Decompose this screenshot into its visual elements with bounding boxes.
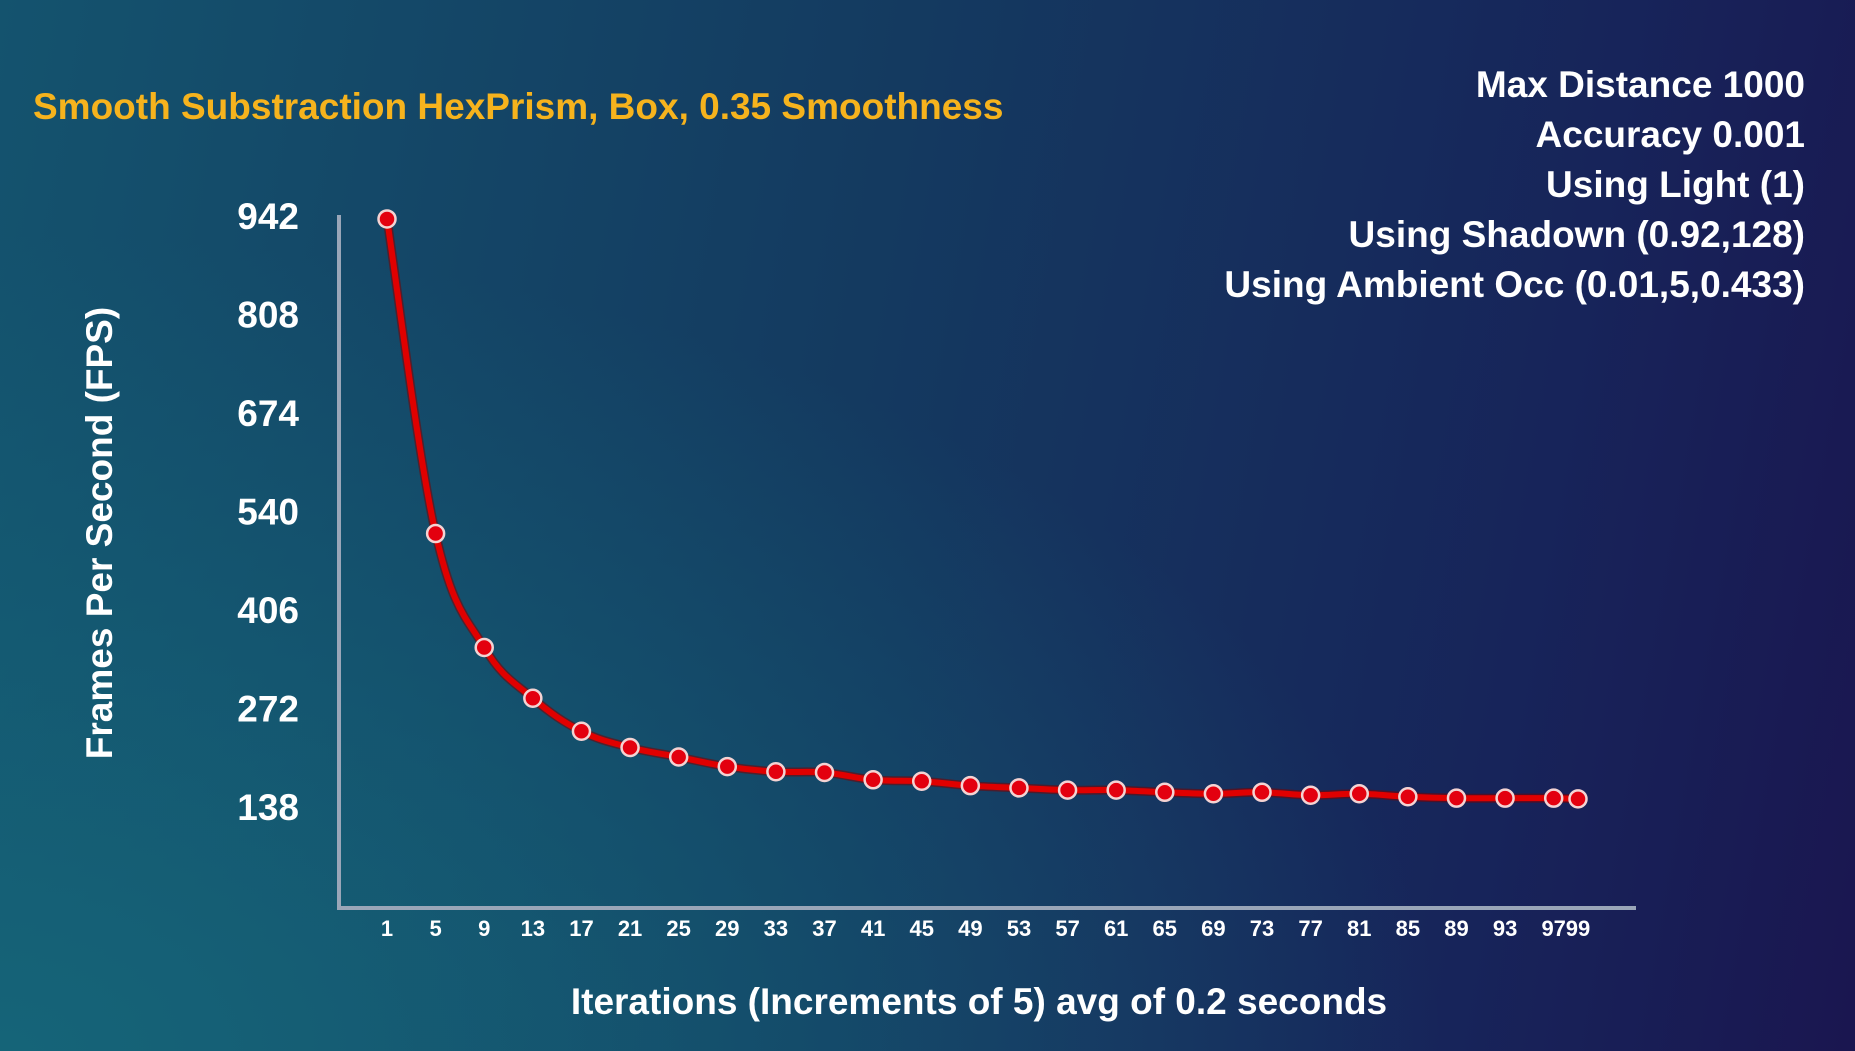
data-point <box>474 637 494 658</box>
x-tick-label: 17 <box>569 916 593 941</box>
x-tick-label: 25 <box>666 916 690 941</box>
x-tick-label: 41 <box>861 916 885 941</box>
data-point <box>1155 782 1175 803</box>
data-point <box>766 761 786 782</box>
data-point <box>863 770 883 790</box>
data-point <box>668 747 689 767</box>
x-tick-label: 45 <box>909 916 933 941</box>
settings-max-distance: Max Distance 1000 <box>1475 64 1805 105</box>
x-tick-label: 13 <box>521 916 545 941</box>
settings-accuracy: Accuracy 0.001 <box>1535 114 1805 155</box>
x-tick-label: 73 <box>1250 916 1274 941</box>
series-markers <box>377 209 1588 809</box>
chart-axes <box>337 215 1636 910</box>
data-point <box>814 762 835 783</box>
data-point <box>1300 785 1321 805</box>
x-tick-label: 57 <box>1055 916 1079 941</box>
x-tick-label: 33 <box>764 916 788 941</box>
data-point <box>1106 780 1126 800</box>
y-tick-label: 942 <box>237 196 299 237</box>
data-point <box>1252 782 1272 803</box>
x-tick-label: 85 <box>1396 916 1420 941</box>
x-tick-label: 37 <box>812 916 836 941</box>
x-axis-ticks: 1 5 9 13 17 21 25 29 33 37 41 45 49 53 57 61 65 69 73 77 81 8… <box>381 916 1590 941</box>
settings-shadow: Using Shadown (0.92,128) <box>1348 214 1805 255</box>
settings-light: Using Light (1) <box>1546 164 1805 205</box>
x-tick-label: 93 <box>1493 916 1517 941</box>
series-line-group <box>382 214 1583 804</box>
x-tick-label: 69 <box>1201 916 1225 941</box>
x-tick-label: 9 <box>478 916 490 941</box>
x-tick-label: 61 <box>1104 916 1128 941</box>
data-point <box>717 756 738 777</box>
y-tick-label: 406 <box>237 590 299 631</box>
x-tick-label: 29 <box>715 916 739 941</box>
data-point <box>1057 780 1078 800</box>
x-axis-label: Iterations (Increments of 5) avg of 0.2 … <box>571 981 1387 1022</box>
y-tick-label: 674 <box>237 393 299 434</box>
y-tick-label: 808 <box>237 295 299 336</box>
x-tick-label: 5 <box>429 916 441 941</box>
x-tick-label: 89 <box>1444 916 1468 941</box>
y-tick-label: 540 <box>237 492 299 533</box>
data-point <box>1446 788 1467 808</box>
chart-title: Smooth Substraction HexPrism, Box, 0.35 … <box>33 86 1004 127</box>
data-point <box>1349 784 1369 804</box>
data-point <box>1398 786 1418 807</box>
y-axis-label: Frames Per Second (FPS) <box>79 307 120 759</box>
data-point <box>1495 788 1515 808</box>
series-line-shadow <box>382 214 1583 804</box>
data-point <box>1568 789 1588 809</box>
y-axis-ticks: 942 808 674 540 406 272 138 <box>237 196 299 828</box>
data-point <box>377 209 397 229</box>
x-tick-label: 77 <box>1298 916 1322 941</box>
data-point <box>425 523 446 544</box>
render-settings: Max Distance 1000 Accuracy 0.001 Using L… <box>1224 60 1805 310</box>
data-point <box>620 737 640 758</box>
data-point <box>960 775 981 796</box>
x-tick-label: 97 <box>1541 916 1565 941</box>
settings-ambient-occ: Using Ambient Occ (0.01,5,0.433) <box>1224 264 1805 305</box>
x-tick-label: 65 <box>1153 916 1177 941</box>
x-tick-label: 49 <box>958 916 982 941</box>
x-tick-label: 53 <box>1007 916 1031 941</box>
data-point <box>1009 778 1029 798</box>
data-point <box>1543 788 1564 808</box>
x-tick-label: 99 <box>1566 916 1590 941</box>
data-point <box>571 721 592 742</box>
data-point <box>911 771 932 792</box>
y-tick-label: 272 <box>237 689 299 730</box>
x-tick-label: 21 <box>618 916 642 941</box>
x-tick-label: 1 <box>381 916 393 941</box>
series-line <box>384 215 1581 802</box>
data-point <box>1203 784 1224 804</box>
data-point <box>523 688 543 708</box>
y-tick-label: 138 <box>237 787 299 828</box>
x-tick-label: 81 <box>1347 916 1371 941</box>
